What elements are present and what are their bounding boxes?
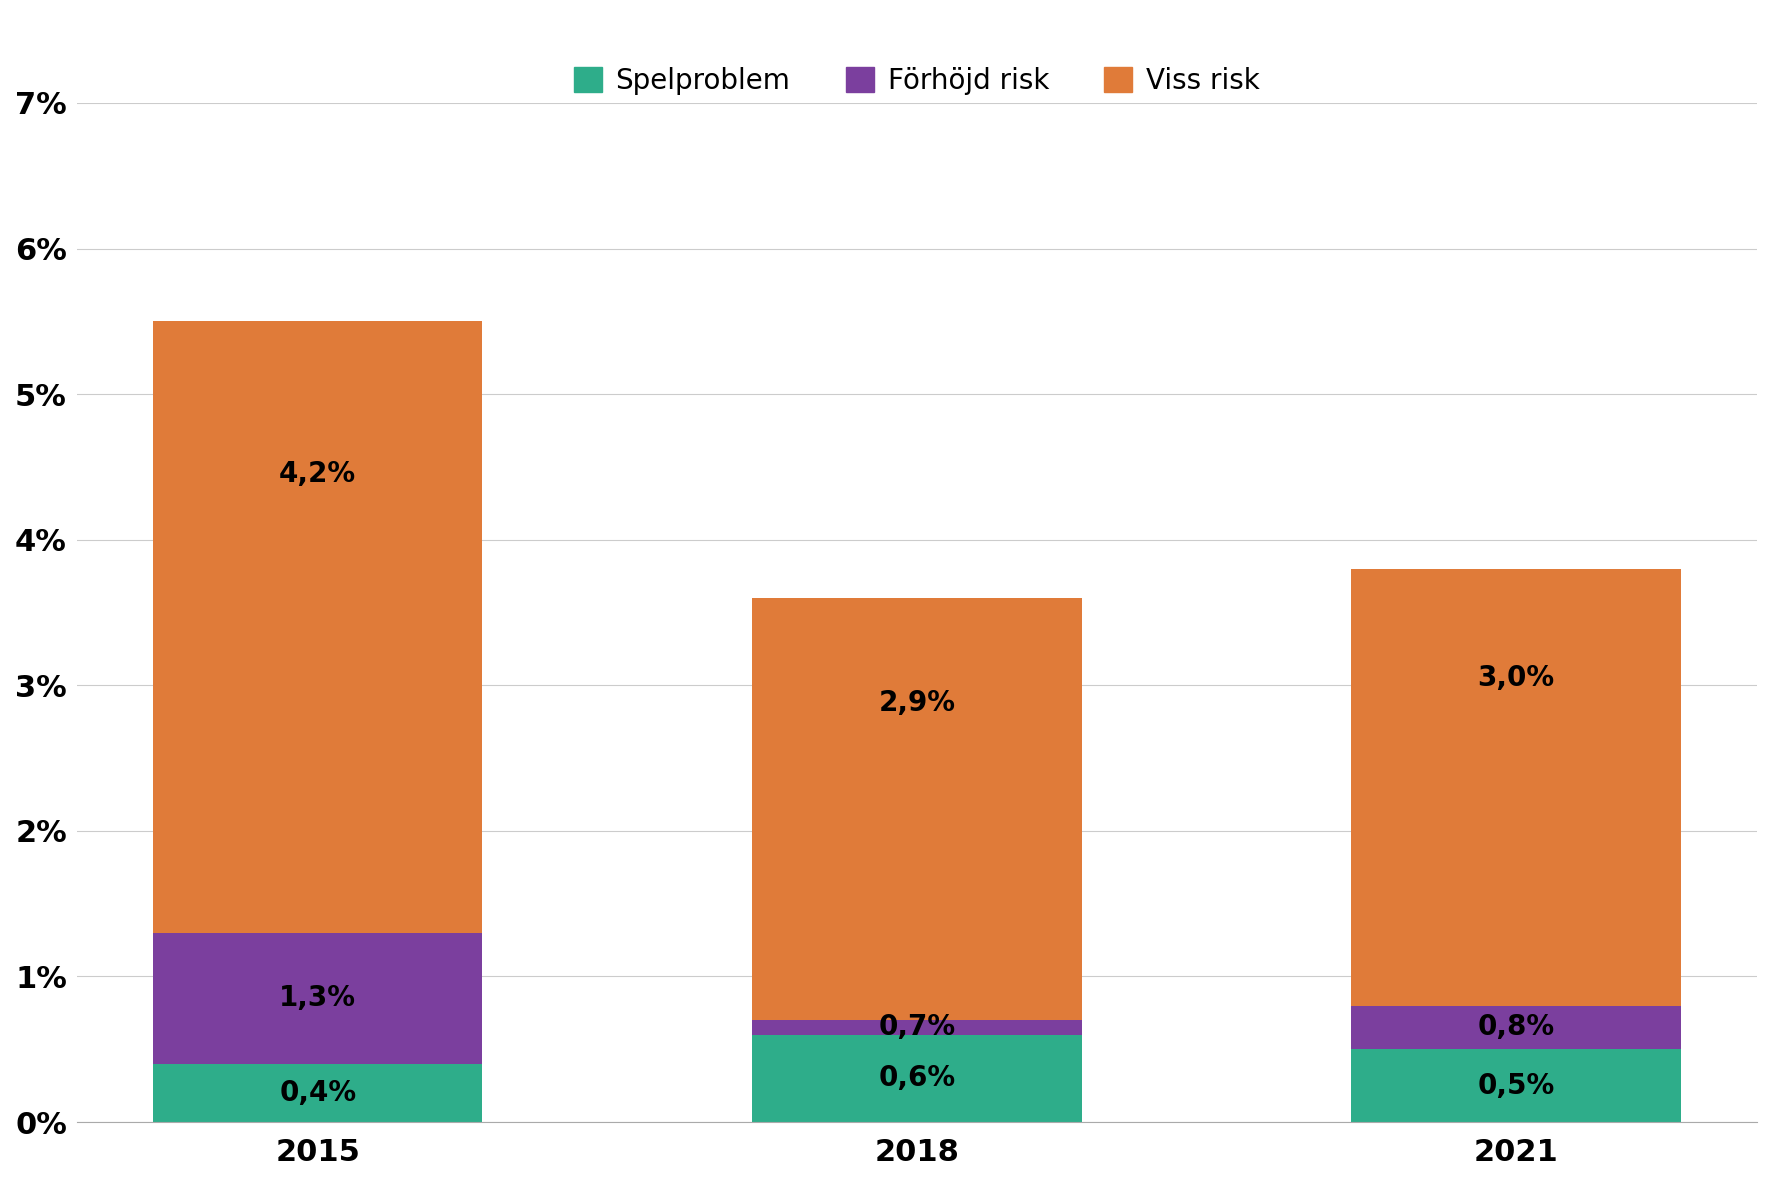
Bar [152, 933, 482, 1064]
Bar [152, 1064, 482, 1122]
Text: 0,4%: 0,4% [280, 1079, 356, 1106]
Bar [1350, 1050, 1680, 1122]
Text: 4,2%: 4,2% [280, 460, 356, 488]
Text: 0,6%: 0,6% [879, 1064, 955, 1092]
Bar [152, 322, 482, 933]
Bar [751, 598, 1081, 1020]
Text: 0,8%: 0,8% [1478, 1013, 1554, 1041]
Text: 1,3%: 1,3% [280, 985, 356, 1012]
Legend: Spelproblem, Förhöjd risk, Viss risk: Spelproblem, Förhöjd risk, Viss risk [563, 56, 1271, 106]
Text: 3,0%: 3,0% [1478, 664, 1554, 691]
Bar [1350, 1006, 1680, 1050]
Text: 0,7%: 0,7% [879, 1013, 955, 1041]
Bar [751, 1034, 1081, 1122]
Text: 0,5%: 0,5% [1478, 1072, 1554, 1099]
Bar [751, 1020, 1081, 1034]
Bar [1350, 569, 1680, 1006]
Text: 2,9%: 2,9% [879, 689, 955, 717]
